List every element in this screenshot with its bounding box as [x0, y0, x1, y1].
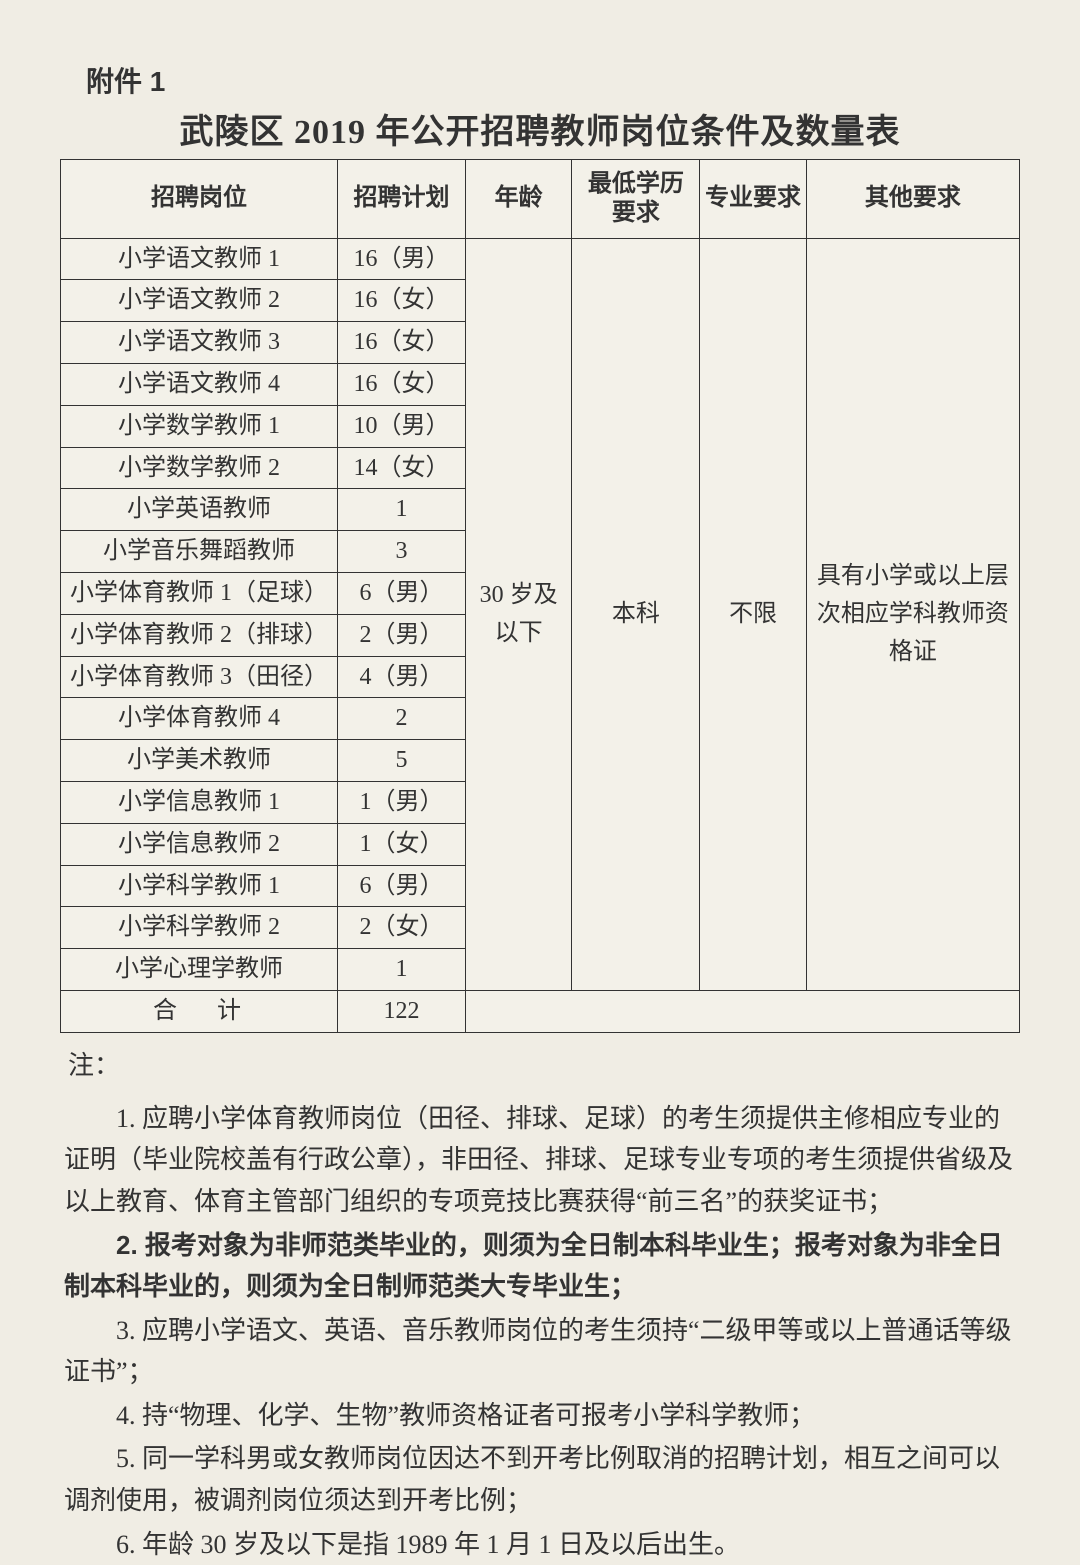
table-row: 小学语文教师 116（男）30 岁及以下本科不限具有小学或以上层次相应学科教师资…: [61, 238, 1020, 280]
cell-position: 小学信息教师 1: [61, 781, 338, 823]
header-major: 专业要求: [700, 160, 807, 239]
cell-plan: 14（女）: [338, 447, 466, 489]
cell-plan: 2（男）: [338, 614, 466, 656]
cell-position: 小学语文教师 2: [61, 280, 338, 322]
header-position: 招聘岗位: [61, 160, 338, 239]
cell-plan: 16（女）: [338, 280, 466, 322]
cell-position: 小学语文教师 3: [61, 322, 338, 364]
note-item: 1. 应聘小学体育教师岗位（田径、排球、足球）的考生须提供主修相应专业的证明（毕…: [64, 1098, 1016, 1223]
cell-plan: 6（男）: [338, 572, 466, 614]
header-other: 其他要求: [806, 160, 1019, 239]
note-item: 6. 年龄 30 岁及以下是指 1989 年 1 月 1 日及以后出生。: [64, 1524, 1016, 1565]
cell-plan: 4（男）: [338, 656, 466, 698]
cell-plan: 1（女）: [338, 823, 466, 865]
cell-total-label: 合计: [61, 990, 338, 1032]
cell-plan: 2: [338, 698, 466, 740]
cell-position: 小学体育教师 3（田径）: [61, 656, 338, 698]
cell-position: 小学心理学教师: [61, 949, 338, 991]
cell-plan: 1: [338, 949, 466, 991]
cell-position: 小学语文教师 4: [61, 363, 338, 405]
cell-plan: 3: [338, 531, 466, 573]
header-age: 年龄: [465, 160, 572, 239]
attachment-label: 附件 1: [86, 60, 1020, 100]
note-item: 3. 应聘小学语文、英语、音乐教师岗位的考生须持“二级甲等或以上普通话等级证书”…: [64, 1310, 1016, 1393]
cell-plan: 1: [338, 489, 466, 531]
cell-position: 小学数学教师 1: [61, 405, 338, 447]
cell-plan: 6（男）: [338, 865, 466, 907]
cell-plan: 5: [338, 740, 466, 782]
header-plan: 招聘计划: [338, 160, 466, 239]
notes-label: 注：: [68, 1045, 1020, 1082]
cell-position: 小学美术教师: [61, 740, 338, 782]
note-item: 2. 报考对象为非师范类毕业的，则须为全日制本科毕业生；报考对象为非全日制本科毕…: [64, 1225, 1016, 1308]
cell-position: 小学语文教师 1: [61, 238, 338, 280]
cell-age-merged: 30 岁及以下: [465, 238, 572, 990]
cell-plan: 16（男）: [338, 238, 466, 280]
table-body: 小学语文教师 116（男）30 岁及以下本科不限具有小学或以上层次相应学科教师资…: [61, 238, 1020, 1032]
page-title: 武陵区 2019 年公开招聘教师岗位条件及数量表: [60, 104, 1020, 153]
cell-position: 小学体育教师 2（排球）: [61, 614, 338, 656]
cell-position: 小学科学教师 2: [61, 907, 338, 949]
cell-position: 小学体育教师 1（足球）: [61, 572, 338, 614]
cell-major-merged: 不限: [700, 238, 807, 990]
notes-section: 1. 应聘小学体育教师岗位（田径、排球、足球）的考生须提供主修相应专业的证明（毕…: [60, 1098, 1020, 1565]
cell-education-merged: 本科: [572, 238, 700, 990]
table-header-row: 招聘岗位 招聘计划 年龄 最低学历要求 专业要求 其他要求: [61, 160, 1020, 239]
cell-plan: 1（男）: [338, 781, 466, 823]
cell-plan: 16（女）: [338, 363, 466, 405]
cell-total-value: 122: [338, 990, 466, 1032]
cell-total-rest: [465, 990, 1019, 1032]
positions-table: 招聘岗位 招聘计划 年龄 最低学历要求 专业要求 其他要求 小学语文教师 116…: [60, 159, 1020, 1033]
cell-position: 小学音乐舞蹈教师: [61, 531, 338, 573]
cell-plan: 16（女）: [338, 322, 466, 364]
cell-position: 小学信息教师 2: [61, 823, 338, 865]
cell-other-merged: 具有小学或以上层次相应学科教师资格证: [806, 238, 1019, 990]
cell-plan: 2（女）: [338, 907, 466, 949]
cell-position: 小学科学教师 1: [61, 865, 338, 907]
header-education: 最低学历要求: [572, 160, 700, 239]
cell-position: 小学英语教师: [61, 489, 338, 531]
table-total-row: 合计122: [61, 990, 1020, 1032]
cell-position: 小学数学教师 2: [61, 447, 338, 489]
cell-plan: 10（男）: [338, 405, 466, 447]
note-item: 5. 同一学科男或女教师岗位因达不到开考比例取消的招聘计划，相互之间可以调剂使用…: [64, 1438, 1016, 1521]
note-item: 4. 持“物理、化学、生物”教师资格证者可报考小学科学教师；: [64, 1395, 1016, 1437]
cell-position: 小学体育教师 4: [61, 698, 338, 740]
